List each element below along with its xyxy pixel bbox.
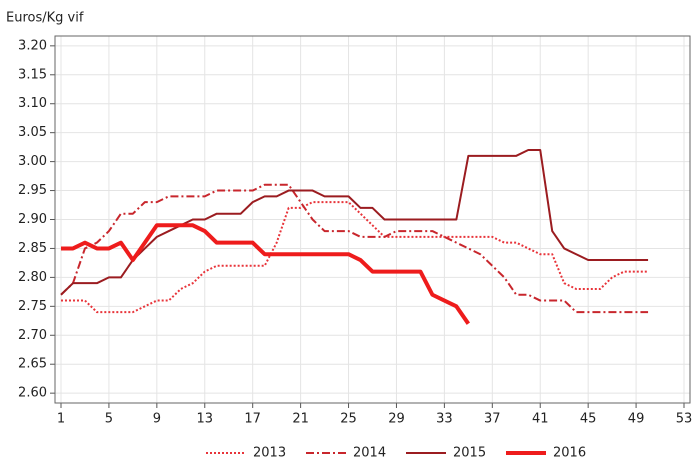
legend-label: 2014 [353, 446, 386, 461]
y-tick-label: 3.05 [18, 125, 47, 140]
series-line [60, 201, 649, 314]
x-tick-label: 45 [580, 412, 597, 427]
x-tick-label: 29 [388, 412, 405, 427]
x-tick-label: 21 [292, 412, 309, 427]
y-axis-title: Euros/Kg vif [6, 11, 84, 26]
x-tick-label: 9 [153, 412, 161, 427]
series-line [60, 183, 649, 314]
y-tick-label: 2.60 [18, 386, 47, 401]
legend-label: 2013 [253, 446, 286, 461]
x-tick-label: 41 [532, 412, 549, 427]
y-tick-label: 2.75 [18, 299, 47, 314]
y-tick-label: 2.90 [18, 212, 47, 227]
x-tick-label: 37 [484, 412, 501, 427]
y-tick-label: 2.80 [18, 270, 47, 285]
y-tick-label: 2.95 [18, 183, 47, 198]
y-tick-label: 2.70 [18, 328, 47, 343]
x-tick-label: 5 [105, 412, 113, 427]
x-tick-label: 13 [196, 412, 213, 427]
y-tick-label: 3.10 [18, 96, 47, 111]
x-tick-label: 33 [436, 412, 453, 427]
x-tick-label: 25 [340, 412, 357, 427]
series-line [60, 149, 649, 296]
x-tick-label: 49 [628, 412, 645, 427]
x-tick-label: 53 [676, 412, 693, 427]
plot-frame [54, 35, 691, 404]
y-tick-label: 3.20 [18, 38, 47, 53]
series-line [60, 223, 470, 325]
x-tick-label: 1 [57, 412, 65, 427]
y-tick-label: 2.65 [18, 357, 47, 372]
y-tick-label: 3.00 [18, 154, 47, 169]
x-tick-label: 17 [244, 412, 261, 427]
y-tick-label: 3.15 [18, 67, 47, 82]
legend-label: 2016 [553, 446, 586, 461]
y-tick-label: 2.85 [18, 241, 47, 256]
legend-label: 2015 [453, 446, 486, 461]
